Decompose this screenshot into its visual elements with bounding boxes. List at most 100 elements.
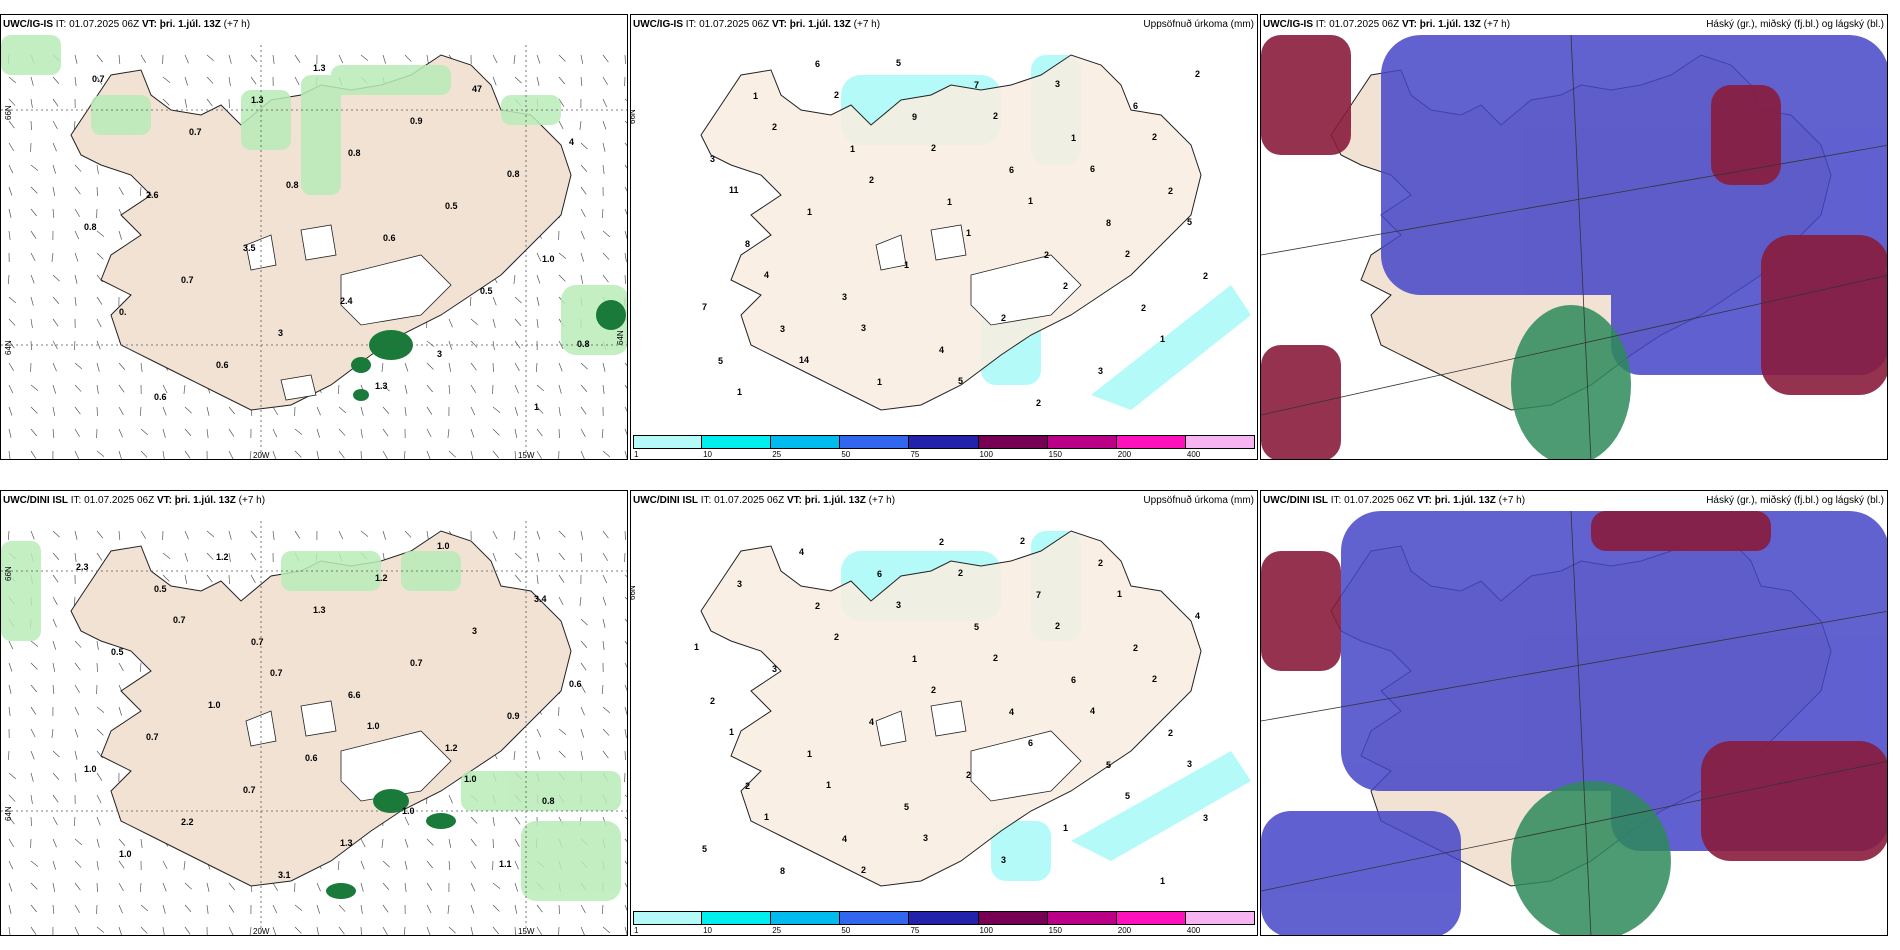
precip-value-label: 0.8 <box>348 148 361 158</box>
precip-value-label: 1 <box>729 727 734 737</box>
precip-value-label: 2 <box>869 175 874 185</box>
precip-value-label: 1 <box>753 91 758 101</box>
precip-value-label: 4 <box>869 717 874 727</box>
precip-value-label: 2 <box>1152 674 1157 684</box>
lead-time: (+7 h) <box>868 495 896 506</box>
precip-value-label: 2 <box>939 537 944 547</box>
map-canvas: 20W 15W 66N 64N 0.5 0.7 6.6 1.2 0.8 1.0 1.2 1.3… <box>1 521 627 936</box>
precip-value-label: 1 <box>1063 823 1068 833</box>
precip-value-label: 3.4 <box>534 594 547 604</box>
precip-value-label: 3 <box>437 349 442 359</box>
panel-bot-left-wind-precip: UWC/DINI ISL IT: 01.07.2025 06Z VT: þri.… <box>0 490 628 936</box>
colorbar-cell <box>633 911 703 925</box>
precip-value-label: 3 <box>737 579 742 589</box>
map-canvas: 66N 111225696823171283426311232221211221… <box>631 54 1251 411</box>
precip-value-label: 4 <box>569 137 574 147</box>
glacier <box>245 710 277 747</box>
precip-value-label: 2 <box>966 770 971 780</box>
lat-tick-66n: 66N <box>4 566 13 581</box>
colorbar-cell <box>840 911 910 925</box>
precip-value-label: 0.5 <box>154 584 167 594</box>
cloud-map-canvas <box>1261 15 1887 459</box>
colorbar-tick-label: 100 <box>979 926 993 935</box>
precip-value-label: 2 <box>1044 250 1049 260</box>
colorbar-tick-label: 150 <box>1048 926 1063 935</box>
precip-value-label: 3.5 <box>243 243 256 253</box>
precip-value-label: 0.8 <box>84 222 97 232</box>
precip-value-label: 6 <box>1009 165 1014 175</box>
model-name: UWC/IG-IS <box>3 19 53 30</box>
panel-header: UWC/IG-IS IT: 01.07.2025 06Z VT: þri. 1.… <box>1263 19 1510 31</box>
precip-value-label: 0.7 <box>173 615 186 625</box>
precip-value-label: 2 <box>1125 249 1130 259</box>
colorbar-tick-label: 100 <box>979 450 993 459</box>
precip-value-label: 1.3 <box>251 95 264 105</box>
precip-value-label: 3 <box>1187 759 1192 769</box>
low-cloud-cover <box>1511 305 1631 459</box>
precip-value-label: 1 <box>534 402 539 412</box>
precip-value-label: 4 <box>799 547 804 557</box>
precip-value-label: 0.9 <box>410 116 423 126</box>
precip-value-label: 2 <box>834 632 839 642</box>
precip-value-label: 1 <box>1028 196 1033 206</box>
precip-value-label: 1 <box>807 207 812 217</box>
colorbar-tick-label: 10 <box>703 926 713 935</box>
init-time: IT: 01.07.2025 06Z <box>1315 19 1400 30</box>
precip-value-label: 6 <box>1133 101 1138 111</box>
lat-tick-66n: 66N <box>4 105 13 120</box>
precip-value-label: 1.3 <box>313 605 326 615</box>
precip-value-label: 1.3 <box>375 381 388 391</box>
graticule <box>1261 510 1887 935</box>
precip-value-label: 5 <box>1125 791 1130 801</box>
precip-value-label: 9 <box>912 112 917 122</box>
precip-value-label: 1 <box>877 377 882 387</box>
colorbar-cell <box>1047 911 1117 925</box>
precip-value-label: 2 <box>815 601 820 611</box>
init-time: IT: 01.07.2025 06Z <box>70 495 155 506</box>
colorbar-legend: 1 10 25 50 75 100 150 200 400 <box>633 911 1255 935</box>
precip-value-label: 2 <box>1168 186 1173 196</box>
colorbar-cell <box>1116 911 1186 925</box>
glacier <box>280 374 317 401</box>
precip-value-label: 1 <box>947 197 952 207</box>
precip-value-label: 11 <box>729 185 739 195</box>
colorbar-tick-label: 75 <box>910 926 920 935</box>
valid-time: VT: þri. 1.júl. 13Z <box>141 19 221 30</box>
precip-value-label: 3 <box>923 833 928 843</box>
precip-value-label: 1.0 <box>208 700 221 710</box>
precip-value-label: 2 <box>1098 558 1103 568</box>
precip-value-label: 1.3 <box>313 63 326 73</box>
precip-value-label: 5 <box>1106 760 1111 770</box>
precip-value-label: 6 <box>1090 164 1095 174</box>
precip-value-label: 0.6 <box>305 753 318 763</box>
precip-value-label: 2 <box>1152 132 1157 142</box>
precip-value-label: 0.8 <box>507 169 520 179</box>
precip-value-label: 3 <box>842 292 847 302</box>
precip-value-label: 2.6 <box>146 190 159 200</box>
colorbar-frame <box>633 435 1255 449</box>
precip-value-label: 2 <box>931 143 936 153</box>
colorbar-tick-label: 50 <box>841 926 851 935</box>
precip-value-label: 0.7 <box>92 74 105 84</box>
precip-value-label: 2 <box>745 781 750 791</box>
precip-value-label: 1 <box>1160 876 1165 886</box>
precip-value-label: 1.3 <box>340 838 353 848</box>
precip-value-label: 1 <box>764 812 769 822</box>
colorbar-cell <box>771 435 841 449</box>
glacier <box>930 700 967 737</box>
precip-value-label: 1.2 <box>216 552 229 562</box>
panel-header: UWC/DINI ISL IT: 01.07.2025 06Z VT: þri.… <box>1263 495 1525 507</box>
panel-title: Uppsöfnuð úrkoma (mm) <box>1143 495 1254 506</box>
lon-tick-15w: 15W <box>518 927 535 936</box>
init-time: IT: 01.07.2025 06Z <box>55 19 140 30</box>
panel-top-right-clouds: UWC/IG-IS IT: 01.07.2025 06Z VT: þri. 1.… <box>1260 14 1888 460</box>
precip-value-label: 0.5 <box>480 286 493 296</box>
colorbar-tick-label: 400 <box>1186 926 1201 935</box>
valid-time: VT: þri. 1.júl. 13Z <box>771 19 851 30</box>
precip-value-label: 5 <box>896 58 901 68</box>
precip-value-label: 1 <box>694 642 699 652</box>
panel-title: Háský (gr.), miðský (fj.bl.) og lágský (… <box>1706 19 1884 30</box>
precip-value-label: 0.6 <box>383 233 396 243</box>
precip-value-label: 4 <box>1195 611 1200 621</box>
glacier <box>300 224 337 261</box>
